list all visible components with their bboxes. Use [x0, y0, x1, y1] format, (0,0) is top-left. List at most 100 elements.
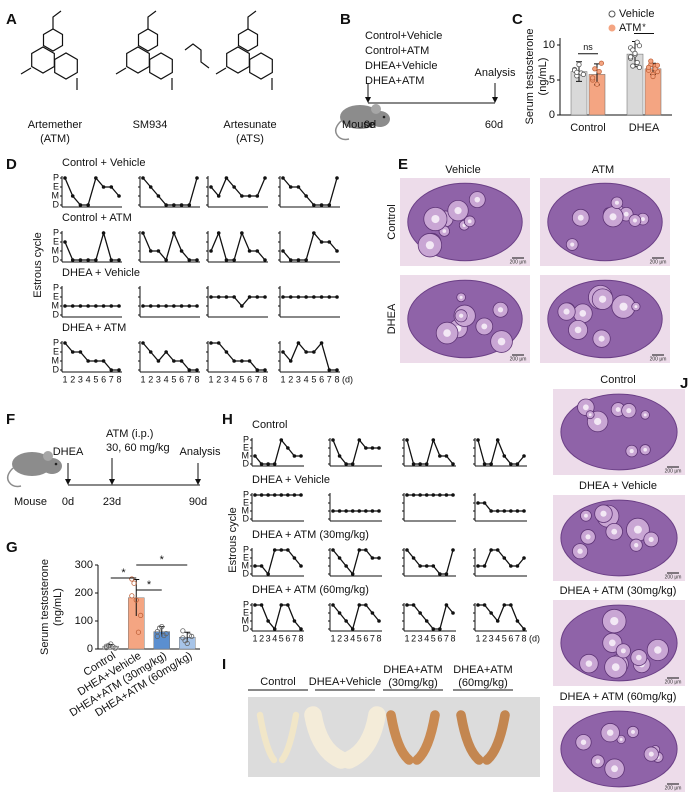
- x-tick-label: 4: [304, 374, 309, 384]
- panel-label: G: [6, 539, 18, 556]
- arrow-head: [195, 479, 201, 485]
- cycle-point: [319, 240, 324, 244]
- ring: [237, 28, 259, 52]
- cycle-point: [296, 295, 301, 299]
- data-point: [131, 580, 137, 586]
- y-axis-label: Serum testosterone: [524, 29, 536, 125]
- oocyte: [606, 729, 614, 736]
- y-tick-label: E: [243, 442, 249, 452]
- oocyte: [598, 295, 607, 303]
- uterus: [386, 710, 414, 765]
- oocyte: [626, 408, 632, 414]
- cycle-point: [502, 509, 507, 513]
- cycle-point: [370, 556, 375, 560]
- y-tick-label: M: [242, 450, 250, 460]
- cycle-point: [101, 185, 106, 189]
- cycle-point: [515, 462, 520, 466]
- arrow-head: [492, 97, 498, 103]
- x-tick-label: 8: [262, 374, 267, 384]
- cycle-point: [63, 341, 67, 345]
- cycle-point: [331, 548, 335, 552]
- bond: [20, 10, 78, 90]
- cycle-point: [451, 493, 455, 497]
- cycle-point: [509, 509, 513, 513]
- cycle-point: [364, 446, 368, 450]
- column-label: Vehicle: [445, 164, 480, 176]
- cycle-point: [232, 295, 236, 299]
- group-title: Control + ATM: [62, 212, 132, 224]
- data-point: [163, 630, 169, 637]
- cycle-point: [279, 603, 284, 607]
- y-tick-label: E: [53, 181, 59, 191]
- annotation: *: [121, 567, 126, 579]
- cycle-point: [109, 368, 114, 372]
- scale-label: 200 μm: [665, 574, 682, 580]
- cycle-point: [101, 304, 106, 308]
- y-tick-label: D: [243, 513, 250, 523]
- cycle-point: [444, 493, 449, 497]
- y-tick-label: 100: [75, 615, 93, 627]
- cycle-point: [224, 295, 229, 299]
- cycle-point: [335, 368, 339, 372]
- oocyte: [595, 759, 601, 764]
- x-tick-label: 7: [109, 374, 114, 384]
- analysis-label: Analysis: [475, 67, 516, 79]
- cycle-point: [357, 603, 362, 607]
- cycle-point: [304, 258, 308, 262]
- oocyte: [431, 214, 440, 224]
- panel-label: C: [512, 11, 523, 28]
- x-tick-label: 7: [187, 374, 192, 384]
- cycle-point: [117, 258, 121, 262]
- compound-name: SM934: [133, 119, 168, 131]
- cycle-point: [296, 341, 301, 345]
- oocyte: [608, 639, 616, 647]
- group-label: DHEA+Vehicle: [309, 676, 381, 688]
- cycle-point: [344, 462, 348, 466]
- annotation: *: [642, 22, 646, 32]
- cycle-point: [482, 462, 487, 466]
- cycle-point: [209, 341, 213, 345]
- cycle-point: [304, 194, 308, 198]
- data-point: [184, 640, 190, 647]
- subject-label: Mouse: [342, 119, 375, 131]
- oocyte: [577, 548, 583, 554]
- oocyte: [574, 326, 582, 334]
- cycle-point: [78, 203, 83, 207]
- cycle-point: [272, 627, 277, 631]
- cycle-point: [279, 438, 284, 442]
- cycle-point: [411, 603, 416, 607]
- panel-label: A: [6, 11, 17, 28]
- cycle-point: [476, 438, 480, 442]
- cycle-point: [292, 556, 297, 560]
- group-title: DHEA + Vehicle: [252, 474, 330, 486]
- scale-label: 200 μm: [510, 356, 527, 362]
- x-tick-label: 8: [334, 374, 339, 384]
- cycle-point: [86, 359, 90, 363]
- cycle-point: [304, 295, 308, 299]
- cycle-point: [364, 603, 368, 607]
- oocyte: [643, 447, 648, 452]
- x-tick-label: 1: [404, 633, 409, 643]
- oocyte: [636, 654, 642, 661]
- bond: [215, 10, 273, 90]
- cycle-point: [344, 619, 348, 623]
- data-point: [634, 59, 640, 66]
- y-tick-label: P: [243, 544, 249, 554]
- cycle-point: [357, 438, 362, 442]
- y-tick-label: M: [242, 615, 250, 625]
- ring: [137, 28, 159, 52]
- x-tick-label: 3: [266, 633, 271, 643]
- y-tick-label: 200: [75, 587, 93, 599]
- oocyte: [631, 729, 635, 734]
- cycle-point: [522, 556, 526, 560]
- cycle-point: [350, 572, 355, 576]
- data-point: [589, 75, 596, 81]
- cycle-point: [370, 446, 375, 450]
- data-point: [632, 50, 638, 57]
- ring: [249, 52, 273, 80]
- cycle-point: [335, 176, 339, 180]
- x-tick-label: 8: [521, 633, 526, 643]
- group-label: DHEA+ATM: [383, 664, 442, 676]
- cycle-point: [232, 258, 236, 262]
- mouse-head: [370, 111, 390, 127]
